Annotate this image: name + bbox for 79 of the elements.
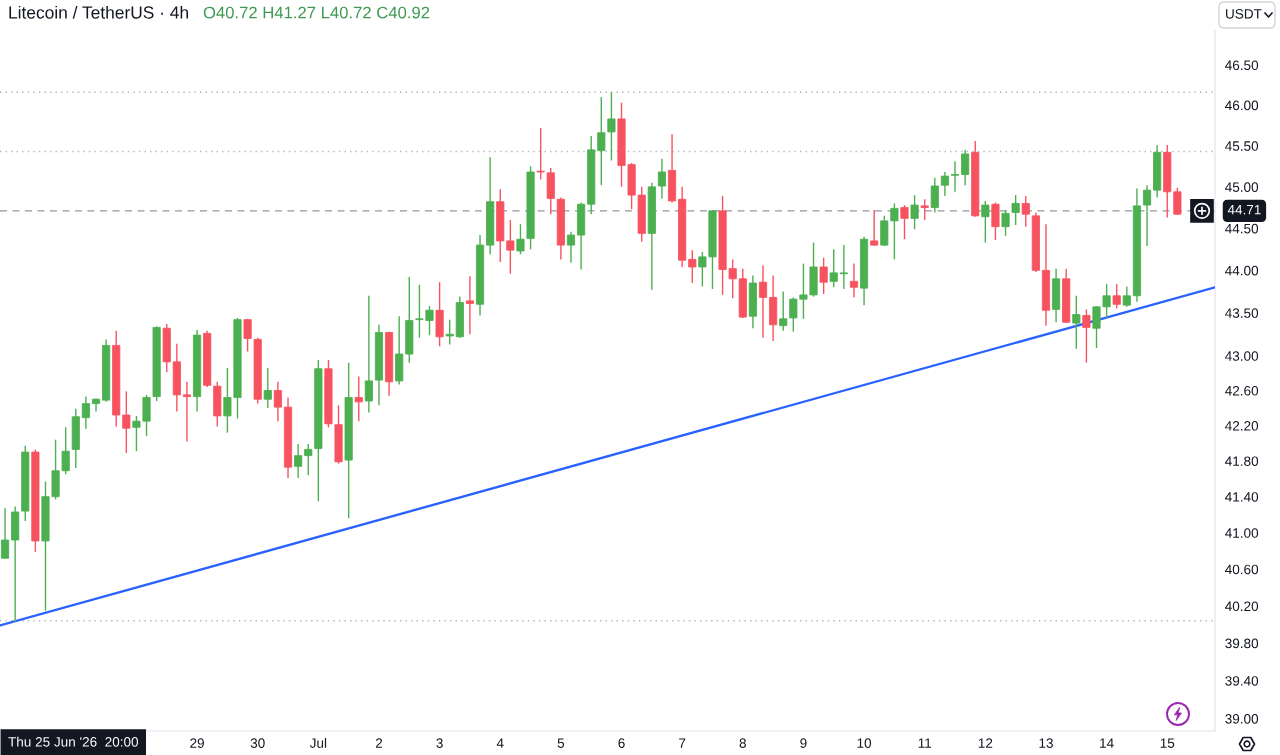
- x-tick-label: Jul: [309, 737, 327, 748]
- y-tick-label: 39.40: [1225, 676, 1259, 686]
- candlestick: [465, 275, 474, 335]
- x-tick-label: 30: [250, 738, 265, 748]
- candlestick: [516, 223, 525, 256]
- candlestick: [961, 149, 970, 186]
- candlestick: [950, 160, 960, 193]
- candlestick: [657, 158, 666, 200]
- x-tick-label: 8: [739, 738, 746, 748]
- chart-title: Litecoin / TetherUS · 4h: [9, 5, 188, 19]
- candlestick: [829, 248, 838, 288]
- x-tick-label: 29: [190, 738, 204, 748]
- candlestick: [182, 381, 192, 443]
- x-tick-label: 7: [679, 738, 686, 748]
- x-tick-label: 13: [1039, 738, 1053, 748]
- x-tick-label: 10: [857, 738, 872, 748]
- x-tick-label: 4: [496, 738, 504, 748]
- candlestick: [819, 257, 828, 295]
- y-tick-label: 41.80: [1225, 456, 1259, 466]
- candlestick: [354, 375, 363, 422]
- candlestick: [243, 318, 252, 353]
- y-tick-label: 45.50: [1225, 141, 1259, 151]
- candlestick: [900, 204, 909, 240]
- candlestick: [445, 318, 454, 346]
- candlestick: [688, 249, 697, 284]
- y-tick-label: 43.50: [1225, 308, 1259, 318]
- candlestick: [758, 264, 768, 339]
- x-tick-label: 6: [618, 738, 625, 748]
- candlestick: [1122, 285, 1131, 308]
- x-tick-label: 9: [800, 738, 807, 748]
- y-tick-label: 39.80: [1225, 638, 1259, 649]
- x-tick-label: 5: [557, 738, 565, 748]
- candlestick: [1112, 283, 1121, 310]
- candlestick: [1001, 209, 1010, 237]
- y-tick-label: 46.50: [1225, 60, 1259, 71]
- y-tick-label: 46.00: [1225, 100, 1259, 111]
- candlestick: [1011, 194, 1020, 226]
- candlestick: [294, 443, 303, 479]
- y-tick-label: 42.60: [1225, 385, 1259, 396]
- candlestick: [263, 367, 272, 409]
- candlestick: [1072, 295, 1081, 350]
- candlestick: [940, 171, 949, 197]
- candlestick: [273, 381, 282, 422]
- ref-line-label: 44.71: [1227, 205, 1261, 215]
- y-tick-label: 40.20: [1225, 601, 1259, 612]
- candlestick: [870, 209, 879, 247]
- y-tick-label: 43.00: [1225, 351, 1259, 361]
- x-tick-label: 2: [375, 738, 383, 748]
- y-tick-label: 45.00: [1225, 182, 1259, 192]
- candlestick: [81, 395, 90, 430]
- x-tick-label: 15: [1160, 738, 1175, 748]
- candlestick: [1142, 184, 1152, 247]
- y-tick-label: 41.40: [1225, 492, 1259, 502]
- y-tick-label: 44.50: [1225, 223, 1259, 234]
- candlestick: [981, 200, 990, 244]
- candlestick: [930, 177, 939, 214]
- y-tick-label: 42.20: [1225, 421, 1259, 431]
- y-tick-label: 41.00: [1225, 528, 1259, 538]
- candlestick: [839, 244, 848, 290]
- candlestick: [566, 231, 576, 264]
- candlestick: [849, 262, 859, 299]
- candlestick: [920, 198, 929, 221]
- x-tick-label: 14: [1100, 738, 1114, 748]
- candlestick: [1021, 195, 1030, 228]
- candlestick: [1082, 308, 1091, 364]
- candlestick: [0, 507, 10, 559]
- x-tick-label: 11: [918, 738, 932, 748]
- candlestick: [304, 443, 313, 476]
- chart-subtitle: O40.72 H41.27 L40.72 C40.92: [203, 6, 430, 19]
- text: USDT: [1226, 9, 1262, 19]
- x-tick-label: 12: [978, 738, 993, 748]
- y-tick-label: 40.60: [1225, 564, 1259, 575]
- text: Thu 25 Jun '26 20:00: [8, 736, 139, 747]
- y-tick-label: 44.00: [1225, 265, 1259, 276]
- y-tick-label: 39.00: [1225, 714, 1259, 724]
- candlestick: [991, 201, 1000, 241]
- candlestick: [364, 295, 373, 414]
- x-tick-label: 3: [436, 738, 443, 748]
- candlestick: [910, 194, 919, 230]
